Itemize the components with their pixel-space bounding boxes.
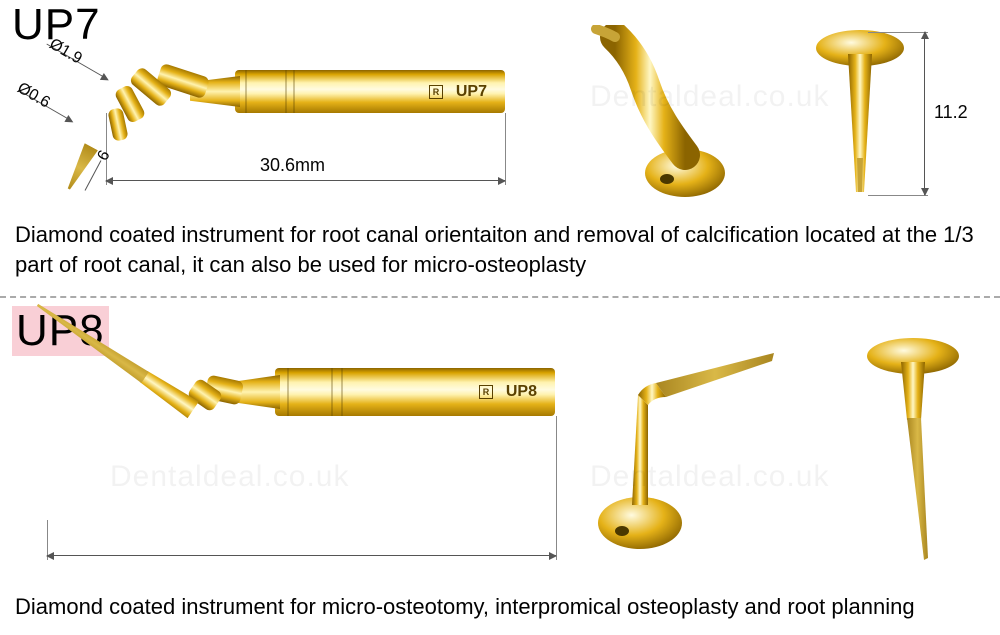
dim-d1-up7: Ø1.9 (46, 36, 85, 69)
dim-length-up7: 30.6mm (260, 155, 325, 176)
product-panel-up8: UP8 R UP8 (0, 300, 1000, 630)
dim-length-up8 (47, 555, 556, 556)
product-panel-up7: UP7 R UP7 30.6mm Ø1.9 (0, 0, 1000, 290)
shaft-engraving-up8: UP8 (506, 383, 537, 401)
brand-logo-icon: R (429, 85, 443, 99)
shaft-engraving-up7: UP7 (456, 83, 487, 101)
brand-logo-icon: R (479, 385, 493, 399)
diagram-up7-side (590, 25, 740, 200)
description-up7: Diamond coated instrument for root canal… (15, 220, 985, 279)
description-up8: Diamond coated instrument for micro-oste… (15, 592, 985, 622)
section-divider (0, 296, 1000, 298)
diagram-up7-main: R UP7 30.6mm Ø1.9 Ø0.6 6 (20, 15, 520, 205)
dim-tip-len-up7: 6 (94, 148, 114, 164)
dim-front-height-up7: 11.2 (934, 102, 968, 123)
diagram-up8-main: R UP8 (40, 320, 570, 570)
diagram-up8-front (855, 330, 975, 570)
diagram-up8-side (588, 345, 788, 555)
diagram-up7-front: 11.2 (800, 20, 980, 205)
dim-d2-up7: Ø0.6 (14, 80, 53, 113)
